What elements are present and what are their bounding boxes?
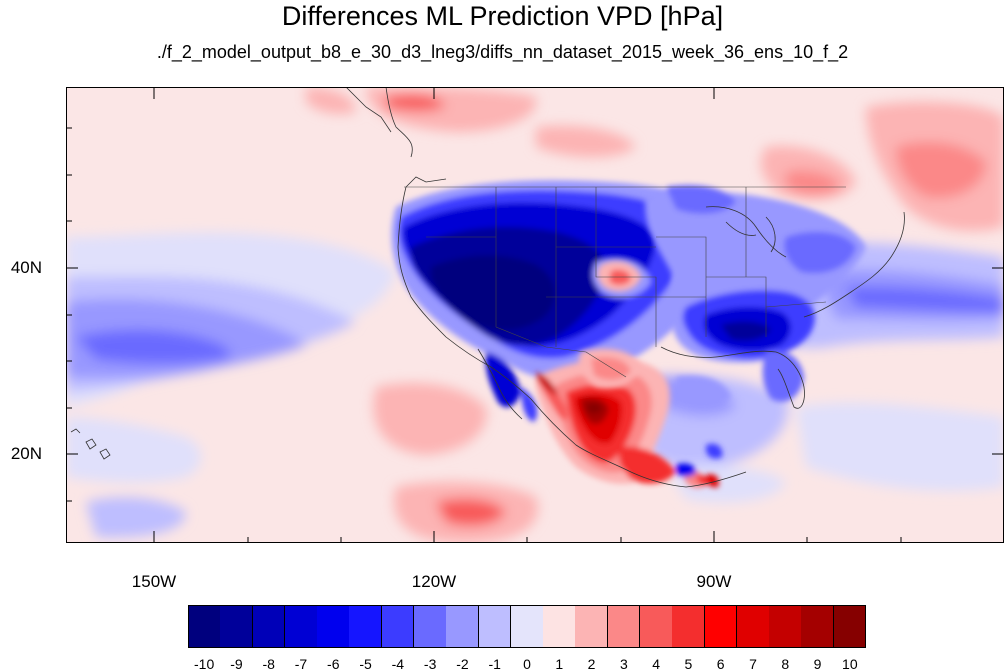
chart-subtitle: ./f_2_model_output_b8_e_30_d3_lneg3/diff… [156, 42, 849, 62]
colorbar-swatch [607, 605, 641, 648]
pacific-negative-band [66, 232, 396, 538]
colorbar-label: -6 [327, 656, 340, 672]
northeast-positive-patches [536, 101, 1004, 231]
atlantic-negative-bands [626, 242, 1004, 503]
colorbar-label: -9 [230, 656, 243, 672]
colorbar-label: 2 [587, 656, 596, 672]
colorbar-label: -4 [391, 656, 405, 672]
colorbar [188, 605, 867, 648]
colorbar-label: -1 [488, 656, 501, 672]
y-label-40n: 40N [10, 258, 42, 277]
axis-ticks [66, 87, 1004, 543]
colorbar-label: 10 [842, 656, 858, 672]
x-label-150w: 150W [131, 572, 177, 591]
colorbar-label: -2 [456, 656, 469, 672]
colorbar-label: 5 [684, 656, 693, 672]
colorbar-label: 7 [749, 656, 757, 672]
colorbar-outline [188, 605, 866, 648]
x-label-120w: 120W [411, 572, 457, 591]
y-label-20n: 20N [10, 444, 42, 463]
hawaii-outline [70, 428, 111, 460]
colorbar-swatch [801, 605, 835, 648]
colorbar-swatch [640, 605, 673, 648]
colorbar-label: 0 [523, 656, 531, 672]
colorbar-label: 1 [555, 656, 564, 672]
colorbar-swatch [704, 605, 738, 648]
chart-title: Differences ML Prediction VPD [hPa] [281, 1, 724, 31]
colorbar-label: -7 [294, 656, 308, 672]
state-borders [404, 186, 846, 378]
texas-positive [579, 348, 641, 389]
colorbar-swatch [510, 605, 544, 648]
western-us-negative [391, 180, 729, 422]
colorbar-label: -8 [262, 656, 275, 672]
pacific-positive-patches [306, 87, 538, 543]
colorbar-label: 3 [619, 656, 628, 672]
colorbar-label: 9 [813, 656, 822, 672]
colorbar-swatch [769, 605, 802, 648]
colorbar-label: -3 [423, 656, 437, 672]
colorbar-swatch [736, 605, 770, 648]
colorbar-label: 6 [716, 656, 725, 672]
colorbar-swatch [833, 605, 867, 648]
colorbar-swatch [478, 605, 512, 648]
colorbar-label: -5 [359, 656, 372, 672]
colorbar-swatch [414, 605, 447, 648]
colorbar-swatch [575, 605, 609, 648]
x-label-90w: 90W [696, 572, 732, 591]
colorbar-label: 8 [781, 656, 790, 672]
colorbar-label: 4 [652, 656, 661, 672]
coastlines [345, 87, 905, 488]
colorbar-swatch [284, 605, 318, 648]
colorbar-label: -10 [194, 656, 215, 672]
colorbar-swatch [381, 605, 415, 648]
vpd-difference-map [66, 87, 1004, 543]
map-panel [66, 87, 1004, 543]
